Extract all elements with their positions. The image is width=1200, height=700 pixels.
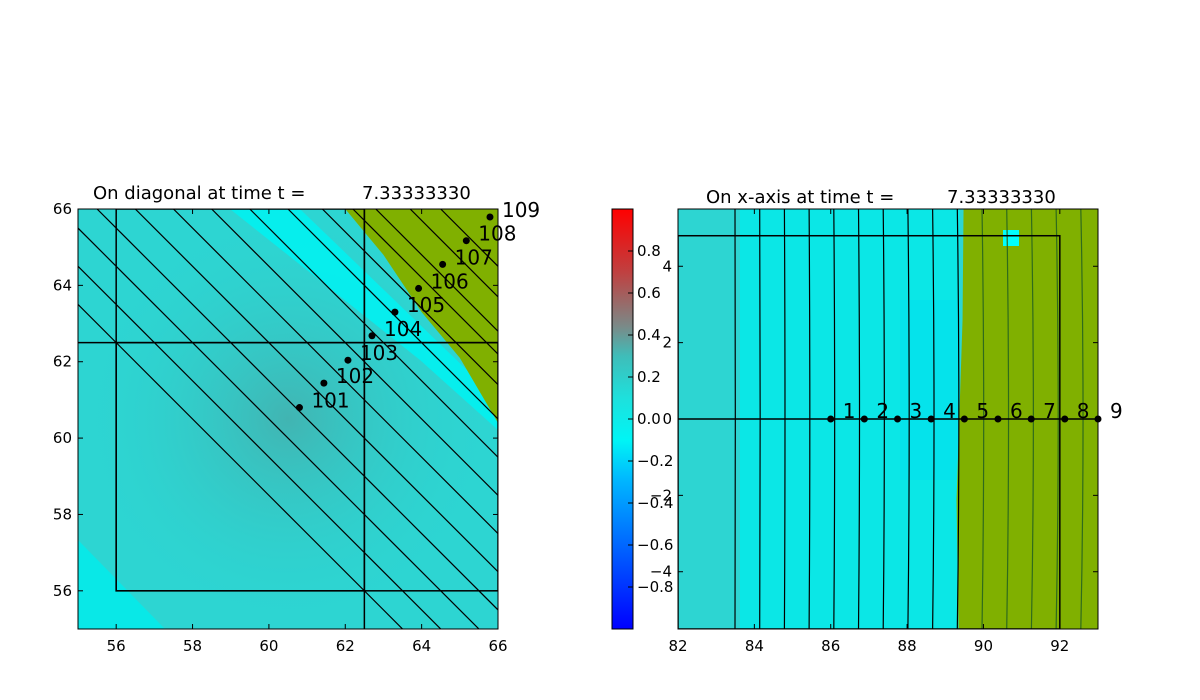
diagonal-xtick-label: 62 (336, 637, 355, 655)
xaxis-gauge-label: 5 (976, 399, 989, 423)
xaxis-bright-band (900, 300, 960, 480)
diagonal-contour-line (78, 227, 480, 629)
xaxis-gauge-label: 2 (876, 399, 889, 423)
xaxis-xtick-label: 88 (898, 637, 917, 655)
diagonal-gauge-label: 107 (455, 245, 493, 269)
xaxis-ytick-label: 0 (662, 410, 672, 428)
diagonal-xtick-label: 66 (488, 637, 507, 655)
xaxis-ytick-label: −4 (650, 563, 672, 581)
xaxis-gauge-marker (1061, 415, 1069, 423)
diagonal-gauge-marker (415, 284, 423, 292)
xaxis-gauge-label: 7 (1043, 399, 1056, 423)
diagonal-gauge-marker (486, 213, 494, 221)
xaxis-xtick-label: 82 (668, 637, 687, 655)
diagonal-gauge-label: 108 (478, 222, 516, 246)
xaxis-title: On x-axis at time t = 7.33333330 (706, 187, 1056, 208)
xaxis-xtick-label: 92 (1050, 637, 1069, 655)
diagonal-ticks: 56 58 60 62 64 66 56 58 60 62 64 66 (53, 200, 508, 655)
diagonal-ytick-label: 60 (53, 429, 72, 447)
diagonal-gauge-label: 109 (502, 198, 540, 222)
xaxis-gauge-label: 1 (843, 399, 856, 423)
colorbar-tick-label: 0.0 (637, 410, 661, 428)
colorbar-tick-label: −0.8 (637, 578, 673, 596)
xaxis-refinement-box (678, 234, 1061, 629)
diagonal-contour-line (375, 209, 498, 332)
colorbar-tick-label: 0.6 (637, 284, 661, 302)
xaxis-ytick-label: 4 (662, 257, 672, 275)
xaxis-gauge-label: 4 (943, 399, 956, 423)
diagonal-gauge-marker (320, 379, 328, 387)
xaxis-xtick-label: 84 (745, 637, 764, 655)
diagonal-gauge-marker (344, 356, 352, 364)
colorbar-tick-label: 0.2 (637, 368, 661, 386)
diagonal-gauge-marker (462, 237, 470, 245)
diagonal-contour-line (78, 265, 442, 629)
diagonal-xtick-label: 60 (259, 637, 278, 655)
colorbar-tick-label: −0.4 (637, 494, 673, 512)
diagonal-xtick-label: 64 (412, 637, 431, 655)
xaxis-gauge-label: 9 (1110, 399, 1123, 423)
xaxis-gauge-label: 3 (910, 399, 923, 423)
diagonal-contour-line (409, 209, 498, 298)
colorbar-ticks: −0.8 −0.6 −0.4 −0.2 0.0 0.2 0.4 0.6 0.8 (628, 242, 673, 596)
xaxis-wet-patch (1003, 230, 1019, 246)
xaxis-xtick-label: 90 (974, 637, 993, 655)
diagonal-contour-line (173, 209, 498, 534)
diagonal-contours (78, 209, 498, 629)
diagonal-ytick-label: 58 (53, 505, 72, 523)
diagonal-gauge-marker (391, 308, 399, 316)
diagonal-contour-line (134, 209, 498, 573)
diagonal-contour-line (78, 304, 404, 629)
xaxis-gauge-marker (927, 415, 935, 423)
diagonal-contour-line (211, 209, 498, 496)
xaxis-gauge-marker (827, 415, 835, 423)
xaxis-gauge-marker (960, 415, 968, 423)
diagonal-contour-line (440, 209, 498, 267)
diagonal-ytick-label: 62 (53, 353, 72, 371)
diagonal-gauge-marker (439, 260, 447, 268)
xaxis-gauge-marker (1094, 415, 1102, 423)
xaxis-gauge-label: 8 (1077, 399, 1090, 423)
colorbar: −0.8 −0.6 −0.4 −0.2 0.0 0.2 0.4 0.6 0.8 (611, 208, 673, 630)
diagonal-title: On diagonal at time t = 7.33333330 (93, 183, 471, 204)
colorbar-tick-label: −0.2 (637, 452, 673, 470)
diagonal-gauge-label: 104 (384, 317, 422, 341)
diagonal-gauge-label: 102 (336, 364, 374, 388)
xaxis-gauge-marker (860, 415, 868, 423)
diagonal-contour-line (321, 209, 498, 386)
diagonal-gauge-label: 106 (431, 269, 469, 293)
xaxis-ytick-label: −2 (650, 486, 672, 504)
colorbar-tick-label: 0.8 (637, 242, 661, 260)
diagonal-dry-region (345, 209, 498, 423)
diagonal-contour-line (352, 209, 498, 355)
diagonal-ytick-label: 66 (53, 200, 72, 218)
xaxis-gauge-marker (994, 415, 1002, 423)
diagonal-xtick-label: 58 (183, 637, 202, 655)
xaxis-gauge-label: 6 (1010, 399, 1023, 423)
diagonal-ytick-label: 56 (53, 582, 72, 600)
xaxis-gauge-marker (894, 415, 902, 423)
diagonal-gauge-label: 103 (360, 341, 398, 365)
xaxis-ytick-label: 2 (662, 334, 672, 352)
diagonal-axes-frame (77, 208, 499, 630)
diagonal-gauge-marker (295, 404, 303, 412)
xaxis-xtick-label: 86 (821, 637, 840, 655)
diagonal-gauge-label: 105 (407, 293, 445, 317)
diagonal-xtick-label: 56 (107, 637, 126, 655)
xaxis-gauge-marker (1027, 415, 1035, 423)
diagonal-gauge-label: 101 (311, 389, 349, 413)
colorbar-tick-label: 0.4 (637, 326, 661, 344)
diagonal-panel: 56 58 60 62 64 66 56 58 60 62 64 66 101102103104105… (53, 183, 540, 655)
diagonal-gauge-marker (368, 332, 376, 340)
diagonal-light-corner (78, 540, 165, 629)
diagonal-ytick-label: 64 (53, 276, 72, 294)
colorbar-tick-label: −0.6 (637, 536, 673, 554)
